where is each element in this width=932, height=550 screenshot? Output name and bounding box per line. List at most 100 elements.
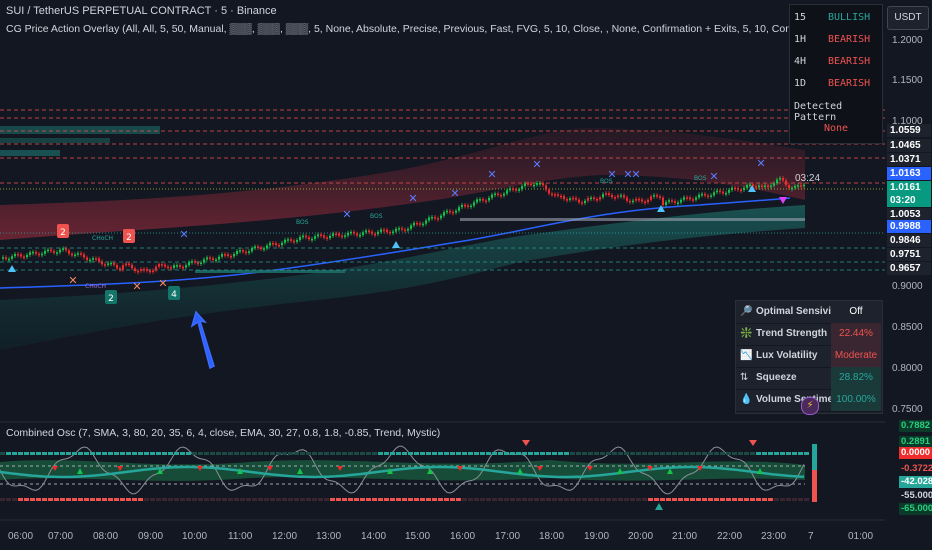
mtf-timeframe: 4H: [794, 56, 807, 67]
price-tag: 1.0053: [887, 208, 931, 221]
indicator-icon: ⇅: [740, 372, 749, 383]
osc-buy-marker: [157, 468, 163, 474]
signal-badge: [123, 229, 135, 243]
price-tag: 1.0163: [887, 167, 931, 180]
time-label: 17:00: [495, 531, 521, 542]
price-tag: 0.9988: [887, 220, 931, 233]
indicator-label: Optimal Sensivity: [756, 306, 840, 317]
mtf-timeframe: 15: [794, 12, 807, 23]
osc-buy-marker: [387, 468, 393, 474]
time-label: 19:00: [584, 531, 610, 542]
osc-sell-marker: [337, 466, 343, 471]
price-tag: 1.0371: [887, 153, 931, 166]
annotation-arrow: [190, 310, 215, 370]
time-label: 20:00: [628, 531, 654, 542]
time-label: 01:00: [848, 531, 874, 542]
osc-sell-marker: [647, 466, 653, 471]
price-tag: 0.9846: [887, 234, 931, 247]
time-label: 15:00: [405, 531, 431, 542]
price-tag: 1.0465: [887, 139, 931, 152]
time-label: 09:00: [138, 531, 164, 542]
osc-sell-marker: [197, 466, 203, 471]
signal-badge-label: 2: [126, 233, 132, 243]
mtf-row: 1D BEARISH: [790, 73, 882, 95]
time-label: 06:00: [8, 531, 34, 542]
symbol-title: SUI / TetherUS PERPETUAL CONTRACT · 5 · …: [6, 5, 277, 17]
price-label: 0.8500: [892, 322, 923, 333]
indicator-value: 100.00%: [831, 389, 881, 411]
indicator-icon: 💧: [740, 394, 753, 405]
time-label: 16:00: [450, 531, 476, 542]
time-label: 10:00: [182, 531, 208, 542]
indicator-label: Trend Strength: [756, 328, 828, 339]
cross-marker: ✕: [756, 157, 765, 170]
detected-pattern-value: None: [823, 123, 849, 134]
signal-badge: [168, 286, 180, 300]
mtf-status: BEARISH: [828, 56, 871, 67]
osc-value-tag: 0.7882: [899, 420, 932, 432]
price-tag: 03:20: [887, 194, 931, 207]
osc-buy-marker: [517, 468, 523, 474]
bos-label: BOS: [600, 178, 613, 185]
lightning-icon[interactable]: ⚡: [801, 397, 819, 415]
osc-sell-marker: [457, 466, 463, 471]
indicator-row: ⇅ Squeeze 28.82%: [736, 367, 882, 390]
currency-button[interactable]: USDT: [887, 6, 929, 30]
triangle-marker: [657, 205, 665, 212]
osc-value-tag: -65.0000: [899, 503, 932, 515]
indicator-icon: ❇️: [740, 328, 753, 339]
time-label: 08:00: [93, 531, 119, 542]
cross-marker: ✕: [623, 168, 632, 181]
osc-sell-marker: [587, 466, 593, 471]
indicator-stats-table: 🔎 Optimal Sensivity Off ❇️ Trend Strength 22.…: [735, 300, 883, 414]
mtf-trend-table: 15 BULLISH 1H BEARISH 4H BEARISH 1D BEARISH Dete…: [789, 4, 883, 144]
indicator-value: 28.82%: [831, 367, 881, 389]
choch-label: CHoCH: [85, 283, 106, 290]
price-tag: 0.9657: [887, 262, 931, 275]
price-tag: 1.0161: [887, 181, 931, 194]
mtf-row: 4H BEARISH: [790, 51, 882, 73]
indicator-params: CG Price Action Overlay (All, All, 5, 50…: [6, 23, 796, 35]
mtf-timeframe: 1D: [794, 78, 807, 89]
osc-buy-marker: [237, 468, 243, 474]
cross-marker: ✕: [631, 168, 640, 181]
bos-label: BOS: [296, 219, 309, 226]
indicator-label: Volume Sentiment: [756, 394, 843, 405]
osc-buy-marker: [757, 468, 763, 474]
indicator-value: 22.44%: [831, 323, 881, 345]
time-label: 7: [808, 531, 814, 542]
indicator-value: Off: [831, 301, 881, 323]
osc-value-tag: 0.0000: [899, 447, 932, 459]
osc-top-marker: [522, 440, 530, 446]
osc-value-tag: -55.0000: [899, 490, 932, 502]
lower-band: [0, 205, 805, 350]
choch-label: CHoCH: [92, 235, 113, 242]
indicator-icon: 📉: [740, 350, 753, 361]
bos-label: BOS: [370, 213, 383, 220]
bar-countdown: 03:24: [795, 173, 821, 184]
mtf-timeframe: 1H: [794, 34, 807, 45]
cross-marker: ✕: [158, 277, 167, 290]
osc-top-marker: [749, 440, 757, 446]
mtf-row: 15 BULLISH: [790, 7, 882, 29]
mtf-status: BEARISH: [828, 34, 871, 45]
price-label: 0.9000: [892, 281, 923, 292]
osc-bottom-marker: [655, 503, 663, 510]
osc-sell-marker: [117, 466, 123, 471]
cross-marker: ✕: [179, 228, 188, 241]
triangle-marker: [392, 241, 400, 248]
osc-value-tag: -0.3722: [899, 463, 932, 475]
supply-zone: [0, 138, 110, 143]
osc-buy-marker: [297, 468, 303, 474]
oscillator-pane[interactable]: [0, 421, 885, 510]
detected-pattern-label: Detected Pattern: [794, 101, 843, 123]
time-label: 14:00: [361, 531, 387, 542]
indicator-label: Lux Volatility: [756, 350, 818, 361]
signal-badge: [57, 224, 69, 238]
demand-zone: [460, 218, 805, 221]
lower-trend-line: [0, 197, 791, 289]
price-tag: 1.0559: [887, 124, 931, 137]
demand-zone: [195, 270, 345, 273]
